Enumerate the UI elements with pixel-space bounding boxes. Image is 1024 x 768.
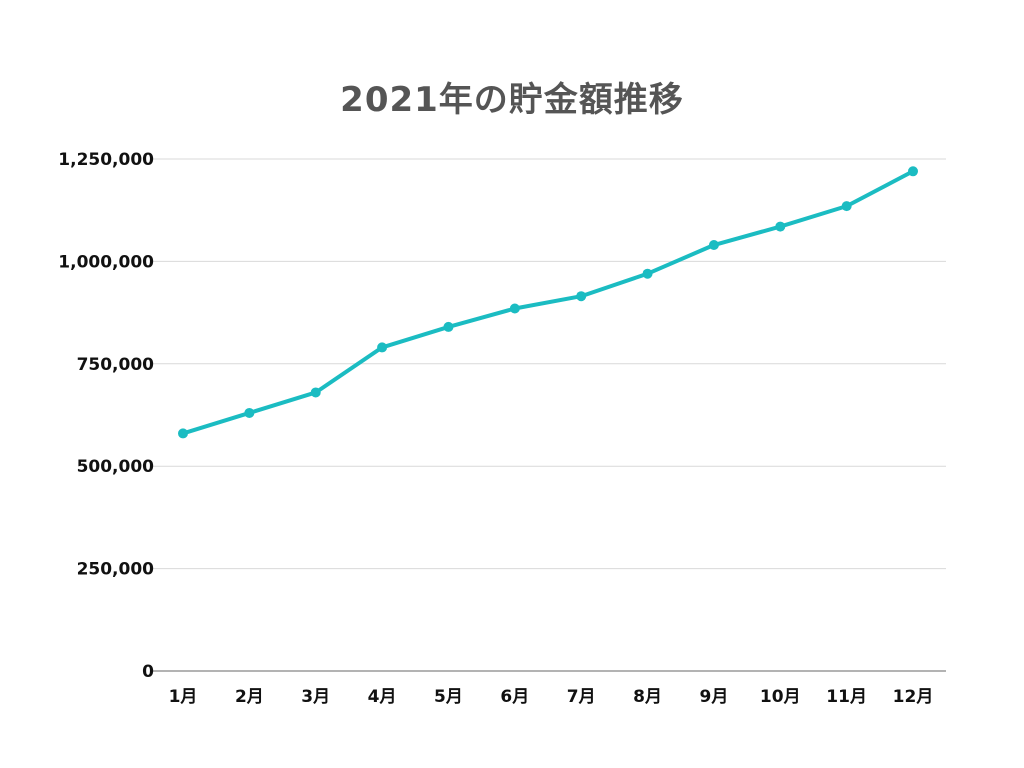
- chart-title: 2021年の貯金額推移: [340, 80, 684, 120]
- y-tick-label: 750,000: [77, 355, 155, 375]
- data-point: [841, 201, 852, 212]
- y-tick-label: 0: [142, 662, 154, 682]
- data-point: [310, 387, 321, 398]
- x-tick-label: 10月: [760, 687, 801, 707]
- data-point: [377, 342, 388, 353]
- x-tick-label: 1月: [169, 687, 198, 707]
- y-tick-label: 500,000: [77, 457, 155, 477]
- x-tick-label: 12月: [893, 687, 934, 707]
- data-point: [244, 407, 255, 418]
- x-tick-label: 5月: [434, 687, 463, 707]
- data-point: [775, 221, 786, 232]
- x-tick-label: 8月: [633, 687, 662, 707]
- x-tick-label: 2月: [235, 687, 264, 707]
- data-point: [509, 303, 520, 314]
- y-axis-tick-labels: 0 250,000 500,000 750,000 1,000,000 1,250,000: [58, 150, 154, 682]
- x-tick-label: 11月: [826, 687, 867, 707]
- gridlines: [152, 158, 946, 672]
- data-point: [908, 166, 918, 177]
- data-point: [443, 321, 454, 332]
- x-axis-tick-labels: 1月 2月 3月 4月 5月 6月 7月 8月 9月 10月 11月 12月: [169, 687, 934, 707]
- data-point: [178, 428, 188, 439]
- data-point: [642, 268, 653, 279]
- y-tick-label: 1,000,000: [58, 252, 154, 272]
- x-tick-label: 7月: [567, 687, 596, 707]
- x-tick-label: 3月: [301, 687, 330, 707]
- y-tick-label: 250,000: [77, 560, 155, 580]
- x-tick-label: 4月: [368, 687, 397, 707]
- data-point: [708, 240, 719, 251]
- series-layer: [178, 166, 918, 439]
- x-tick-label: 9月: [699, 687, 728, 707]
- x-tick-label: 6月: [500, 687, 529, 707]
- series-line: [181, 169, 915, 436]
- data-point: [576, 291, 587, 302]
- y-tick-label: 1,250,000: [58, 150, 154, 170]
